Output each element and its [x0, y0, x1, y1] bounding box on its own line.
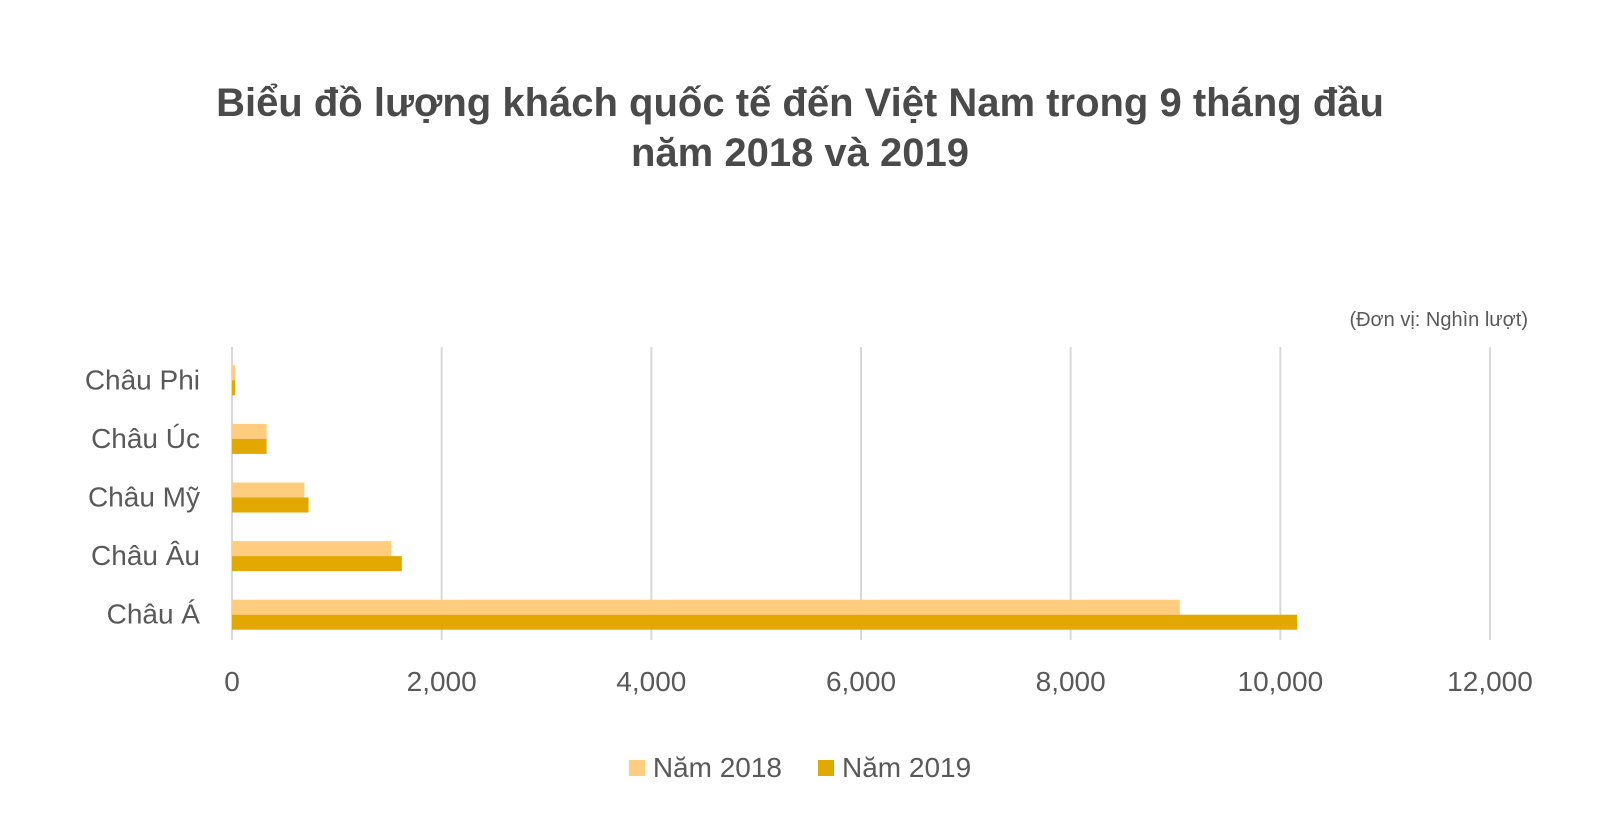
x-tick-label: 8,000: [1036, 666, 1106, 697]
x-tick-label: 2,000: [407, 666, 477, 697]
category-label: Châu Phi: [85, 364, 200, 395]
x-tick-label: 10,000: [1238, 666, 1324, 697]
x-tick-label: 6,000: [826, 666, 896, 697]
bar-2019: [232, 380, 236, 396]
x-tick-label: 0: [224, 666, 240, 697]
legend-swatch-2018: [628, 760, 645, 776]
legend-item-2018: Năm 2018: [628, 752, 782, 784]
category-label: Châu Mỹ: [88, 482, 200, 513]
chart-title-line-1: Biểu đồ lượng khách quốc tế đến Việt Nam…: [216, 81, 1384, 125]
category-label: Châu Úc: [91, 423, 200, 454]
bar-2018: [232, 599, 1180, 615]
legend-label-2019: Năm 2019: [842, 752, 972, 783]
category-label: Châu Á: [107, 599, 201, 630]
bar-2019: [232, 556, 402, 572]
legend-swatch-2019: [818, 760, 834, 776]
x-tick-label: 4,000: [616, 666, 686, 697]
bar-2019: [232, 497, 309, 513]
bar-2018: [232, 423, 267, 439]
chart-title: Biểu đồ lượng khách quốc tế đến Việt Nam…: [0, 78, 1600, 178]
bar-2018: [232, 482, 305, 498]
unit-note: (Đơn vị: Nghìn lượt): [1349, 309, 1528, 331]
bar-2018: [232, 365, 236, 381]
category-label: Châu Âu: [91, 540, 200, 571]
bar-2019: [232, 438, 267, 454]
chart-title-line-2: năm 2018 và 2019: [630, 131, 970, 175]
bar-2019: [232, 614, 1298, 630]
bar-2018: [232, 541, 392, 557]
x-tick-label: 12,000: [1447, 666, 1533, 697]
legend-item-2019: Năm 2019: [818, 752, 971, 784]
legend-label-2018: Năm 2018: [652, 752, 782, 783]
legend: Năm 2018 Năm 2019: [0, 752, 1600, 784]
